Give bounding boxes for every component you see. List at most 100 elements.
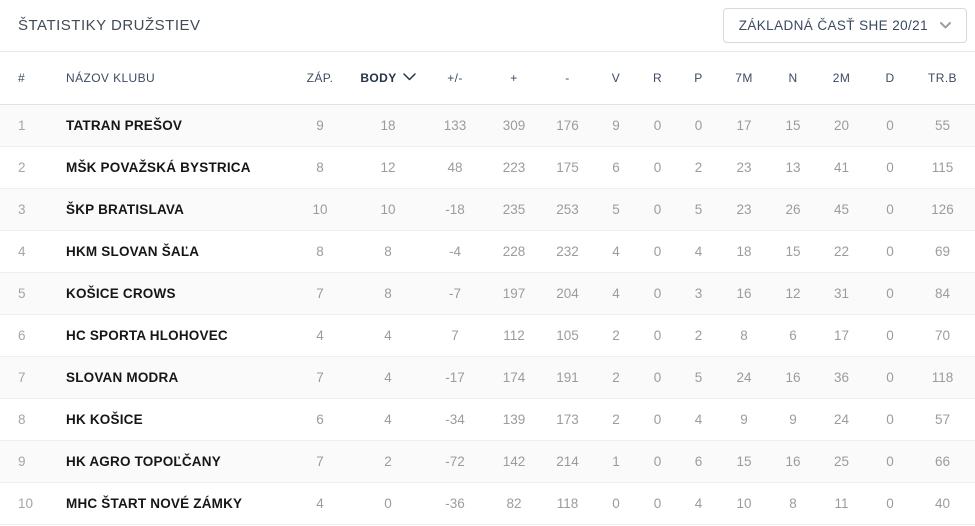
goals-against-cell: 214: [541, 440, 594, 483]
matches-cell: 8: [287, 146, 353, 189]
matches-cell: 7: [287, 440, 353, 483]
wins-cell: 5: [594, 188, 638, 231]
penalty-points-cell: 115: [915, 146, 975, 189]
losses-cell: 4: [677, 398, 720, 441]
position-cell: 2: [0, 146, 65, 189]
matches-cell: 8: [287, 230, 353, 273]
position-cell: 10: [0, 482, 65, 525]
position-cell: 5: [0, 272, 65, 315]
goals-for-cell: 174: [487, 356, 541, 399]
points-cell: 2: [353, 440, 423, 483]
column-header-goals-against[interactable]: -: [541, 52, 594, 105]
penalty-points-cell: 70: [915, 314, 975, 357]
d-cell: 0: [865, 356, 915, 399]
column-header-matches[interactable]: ZÁP.: [287, 52, 353, 105]
goal-diff-cell: -72: [423, 440, 487, 483]
club-name-cell: MŠK POVAŽSKÁ BYSTRICA: [65, 146, 287, 189]
goal-diff-cell: -7: [423, 272, 487, 315]
goals-for-cell: 235: [487, 188, 541, 231]
chevron-down-icon: [940, 22, 951, 29]
club-name-cell: HK KOŠICE: [65, 398, 287, 441]
team-statistics-table: # NÁZOV KLUBU ZÁP. BODY +/- + - V R P 7M…: [0, 52, 975, 525]
n-cell: 6: [768, 314, 818, 357]
matches-cell: 4: [287, 314, 353, 357]
column-header-7m[interactable]: 7M: [720, 52, 768, 105]
goals-against-cell: 105: [541, 314, 594, 357]
table-row: 3 ŠKP BRATISLAVA 10 10 -18 235 253 5 0 5…: [0, 188, 975, 231]
points-cell: 0: [353, 482, 423, 525]
column-header-position[interactable]: #: [0, 52, 65, 105]
club-name-cell: TATRAN PREŠOV: [65, 104, 287, 147]
matches-cell: 7: [287, 272, 353, 315]
draws-cell: 0: [638, 314, 677, 357]
column-header-draws[interactable]: R: [638, 52, 677, 105]
column-header-d[interactable]: D: [865, 52, 915, 105]
position-cell: 3: [0, 188, 65, 231]
season-selector-dropdown[interactable]: ZÁKLADNÁ ČASŤ SHE 20/21: [722, 8, 967, 43]
goal-diff-cell: -34: [423, 398, 487, 441]
column-header-wins[interactable]: V: [594, 52, 638, 105]
points-cell: 12: [353, 146, 423, 189]
position-cell: 7: [0, 356, 65, 399]
losses-cell: 5: [677, 356, 720, 399]
goals-against-cell: 204: [541, 272, 594, 315]
header-bar: ŠTATISTIKY DRUŽSTIEV ZÁKLADNÁ ČASŤ SHE 2…: [0, 0, 975, 52]
wins-cell: 4: [594, 272, 638, 315]
table-row: 8 HK KOŠICE 6 4 -34 139 173 2 0 4 9 9 24…: [0, 398, 975, 441]
wins-cell: 6: [594, 146, 638, 189]
draws-cell: 0: [638, 356, 677, 399]
n-cell: 16: [768, 356, 818, 399]
column-header-penalty-points[interactable]: TR.B: [915, 52, 975, 105]
d-cell: 0: [865, 188, 915, 231]
2m-cell: 20: [818, 104, 865, 147]
d-cell: 0: [865, 104, 915, 147]
d-cell: 0: [865, 440, 915, 483]
column-header-2m[interactable]: 2M: [818, 52, 865, 105]
penalty-points-cell: 69: [915, 230, 975, 273]
losses-cell: 5: [677, 188, 720, 231]
draws-cell: 0: [638, 146, 677, 189]
position-cell: 4: [0, 230, 65, 273]
header-row: # NÁZOV KLUBU ZÁP. BODY +/- + - V R P 7M…: [0, 52, 975, 105]
losses-cell: 3: [677, 272, 720, 315]
club-name-cell: ŠKP BRATISLAVA: [65, 188, 287, 231]
column-header-points-label: BODY: [360, 70, 397, 85]
n-cell: 13: [768, 146, 818, 189]
goal-diff-cell: -17: [423, 356, 487, 399]
goals-for-cell: 82: [487, 482, 541, 525]
column-header-losses[interactable]: P: [677, 52, 720, 105]
losses-cell: 4: [677, 482, 720, 525]
column-header-goal-diff[interactable]: +/-: [423, 52, 487, 105]
goals-for-cell: 309: [487, 104, 541, 147]
points-cell: 18: [353, 104, 423, 147]
losses-cell: 6: [677, 440, 720, 483]
penalty-points-cell: 55: [915, 104, 975, 147]
column-header-club-name[interactable]: NÁZOV KLUBU: [65, 52, 287, 105]
club-name-cell: HK AGRO TOPOĽČANY: [65, 440, 287, 483]
n-cell: 26: [768, 188, 818, 231]
goals-for-cell: 223: [487, 146, 541, 189]
7m-cell: 8: [720, 314, 768, 357]
n-cell: 15: [768, 104, 818, 147]
goals-against-cell: 191: [541, 356, 594, 399]
losses-cell: 2: [677, 314, 720, 357]
draws-cell: 0: [638, 398, 677, 441]
position-cell: 1: [0, 104, 65, 147]
penalty-points-cell: 118: [915, 356, 975, 399]
n-cell: 8: [768, 482, 818, 525]
column-header-goals-for[interactable]: +: [487, 52, 541, 105]
column-header-n[interactable]: N: [768, 52, 818, 105]
draws-cell: 0: [638, 104, 677, 147]
page-title: ŠTATISTIKY DRUŽSTIEV: [18, 17, 201, 34]
penalty-points-cell: 57: [915, 398, 975, 441]
7m-cell: 10: [720, 482, 768, 525]
d-cell: 0: [865, 314, 915, 357]
draws-cell: 0: [638, 188, 677, 231]
7m-cell: 9: [720, 398, 768, 441]
table-body: 1 TATRAN PREŠOV 9 18 133 309 176 9 0 0 1…: [0, 104, 975, 525]
goals-against-cell: 253: [541, 188, 594, 231]
position-cell: 6: [0, 314, 65, 357]
wins-cell: 4: [594, 230, 638, 273]
column-header-points-sorted[interactable]: BODY: [353, 52, 423, 105]
goals-for-cell: 142: [487, 440, 541, 483]
